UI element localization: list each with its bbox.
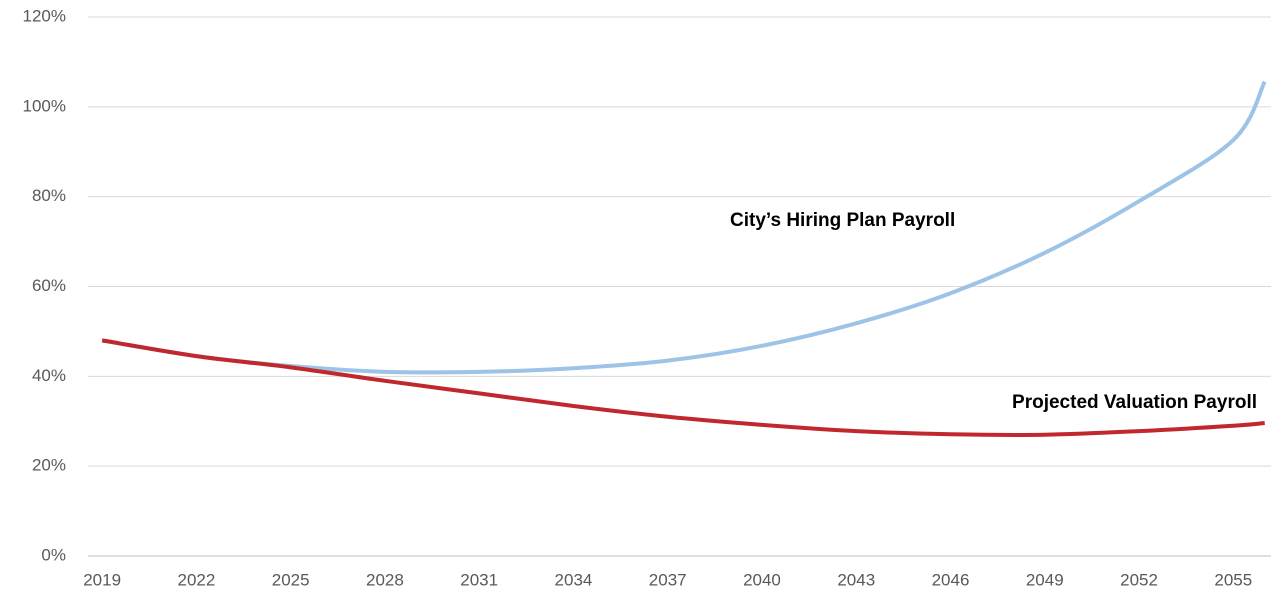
y-tick-label: 120% <box>23 6 66 25</box>
y-tick-label: 40% <box>32 366 66 385</box>
x-tick-label: 2034 <box>555 570 593 589</box>
x-tick-label: 2043 <box>837 570 875 589</box>
x-tick-label: 2049 <box>1026 570 1064 589</box>
x-tick-label: 2046 <box>932 570 970 589</box>
x-tick-label: 2028 <box>366 570 404 589</box>
series-label: City’s Hiring Plan Payroll <box>730 210 955 231</box>
series-label: Projected Valuation Payroll <box>1012 392 1257 413</box>
x-tick-label: 2031 <box>460 570 498 589</box>
x-tick-label: 2022 <box>177 570 215 589</box>
series-line <box>101 80 1267 375</box>
series-line <box>101 338 1265 437</box>
y-tick-label: 60% <box>32 276 66 295</box>
x-tick-label: 2037 <box>649 570 687 589</box>
x-tick-label: 2025 <box>272 570 310 589</box>
x-tick-label: 2019 <box>83 570 121 589</box>
y-tick-label: 100% <box>23 96 66 115</box>
x-tick-label: 2052 <box>1120 570 1158 589</box>
y-tick-label: 20% <box>32 456 66 475</box>
x-tick-label: 2055 <box>1214 570 1252 589</box>
y-tick-label: 0% <box>41 545 66 564</box>
x-tick-label: 2040 <box>743 570 781 589</box>
y-tick-label: 80% <box>32 186 66 205</box>
